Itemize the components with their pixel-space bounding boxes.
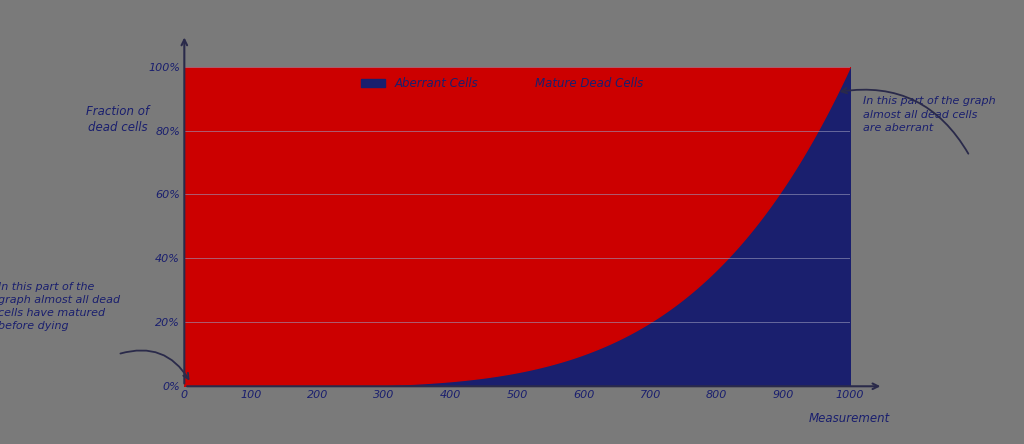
Text: In this part of the
graph almost all dead
cells have matured
before dying: In this part of the graph almost all dea… — [0, 281, 120, 331]
Text: Measurement: Measurement — [809, 412, 890, 425]
Text: Fraction of
dead cells: Fraction of dead cells — [86, 105, 150, 134]
Legend: Aberrant Cells, Mature Dead Cells: Aberrant Cells, Mature Dead Cells — [356, 72, 648, 95]
Text: In this part of the graph
almost all dead cells
are aberrant: In this part of the graph almost all dea… — [863, 96, 996, 133]
